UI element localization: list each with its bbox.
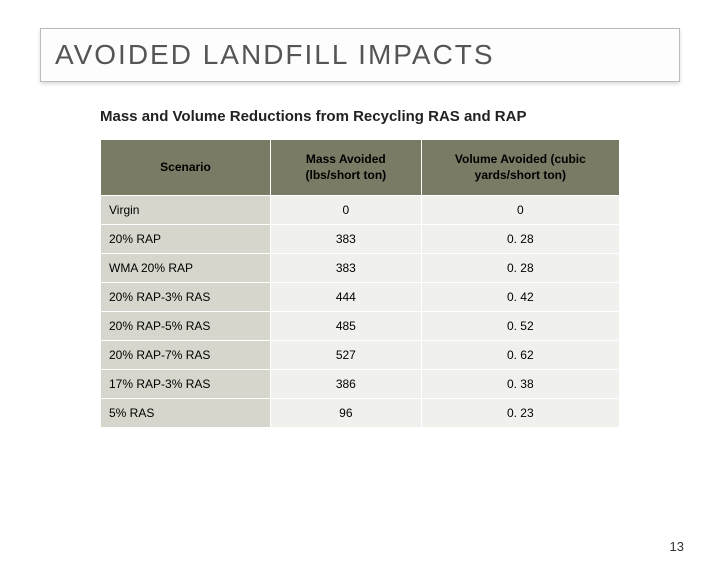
table-row: 20% RAP-7% RAS5270. 62 <box>101 341 620 370</box>
col-header-scenario: Scenario <box>101 140 271 196</box>
table-row: 20% RAP-5% RAS4850. 52 <box>101 312 620 341</box>
cell-mass: 485 <box>271 312 422 341</box>
cell-scenario: 20% RAP-5% RAS <box>101 312 271 341</box>
col-header-volume: Volume Avoided (cubic yards/short ton) <box>421 140 619 196</box>
table-row: 17% RAP-3% RAS3860. 38 <box>101 370 620 399</box>
cell-scenario: 20% RAP <box>101 225 271 254</box>
cell-mass: 386 <box>271 370 422 399</box>
table-body: Virgin0020% RAP3830. 28WMA 20% RAP3830. … <box>101 196 620 428</box>
cell-volume: 0. 52 <box>421 312 619 341</box>
table-row: 20% RAP-3% RAS4440. 42 <box>101 283 620 312</box>
cell-scenario: 5% RAS <box>101 399 271 428</box>
table-row: 5% RAS960. 23 <box>101 399 620 428</box>
cell-mass: 0 <box>271 196 422 225</box>
slide-title: AVOIDED LANDFILL IMPACTS <box>55 39 665 71</box>
cell-scenario: Virgin <box>101 196 271 225</box>
table-header-row: Scenario Mass Avoided (lbs/short ton) Vo… <box>101 140 620 196</box>
cell-volume: 0. 62 <box>421 341 619 370</box>
table-row: Virgin00 <box>101 196 620 225</box>
cell-mass: 383 <box>271 254 422 283</box>
cell-volume: 0. 28 <box>421 254 619 283</box>
table-row: 20% RAP3830. 28 <box>101 225 620 254</box>
cell-scenario: 17% RAP-3% RAS <box>101 370 271 399</box>
cell-scenario: 20% RAP-7% RAS <box>101 341 271 370</box>
page-number: 13 <box>670 539 684 554</box>
cell-mass: 527 <box>271 341 422 370</box>
cell-mass: 444 <box>271 283 422 312</box>
cell-volume: 0. 28 <box>421 225 619 254</box>
cell-scenario: 20% RAP-3% RAS <box>101 283 271 312</box>
data-table: Scenario Mass Avoided (lbs/short ton) Vo… <box>100 139 620 428</box>
cell-mass: 96 <box>271 399 422 428</box>
cell-volume: 0. 23 <box>421 399 619 428</box>
slide-title-bar: AVOIDED LANDFILL IMPACTS <box>40 28 680 82</box>
table-row: WMA 20% RAP3830. 28 <box>101 254 620 283</box>
slide-subtitle: Mass and Volume Reductions from Recyclin… <box>100 108 720 125</box>
cell-volume: 0. 38 <box>421 370 619 399</box>
cell-scenario: WMA 20% RAP <box>101 254 271 283</box>
col-header-mass: Mass Avoided (lbs/short ton) <box>271 140 422 196</box>
cell-volume: 0 <box>421 196 619 225</box>
cell-mass: 383 <box>271 225 422 254</box>
cell-volume: 0. 42 <box>421 283 619 312</box>
